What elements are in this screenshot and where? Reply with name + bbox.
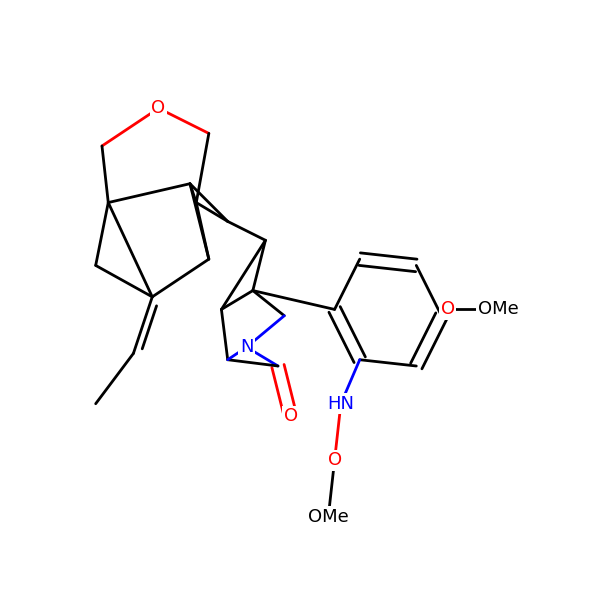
Text: N: N (240, 338, 253, 356)
Text: OMe: OMe (308, 508, 349, 526)
Text: O: O (440, 301, 455, 319)
Text: HN: HN (328, 395, 355, 413)
Text: OMe: OMe (478, 301, 518, 319)
Text: O: O (151, 99, 166, 117)
Text: O: O (328, 451, 341, 469)
Text: O: O (284, 407, 298, 425)
